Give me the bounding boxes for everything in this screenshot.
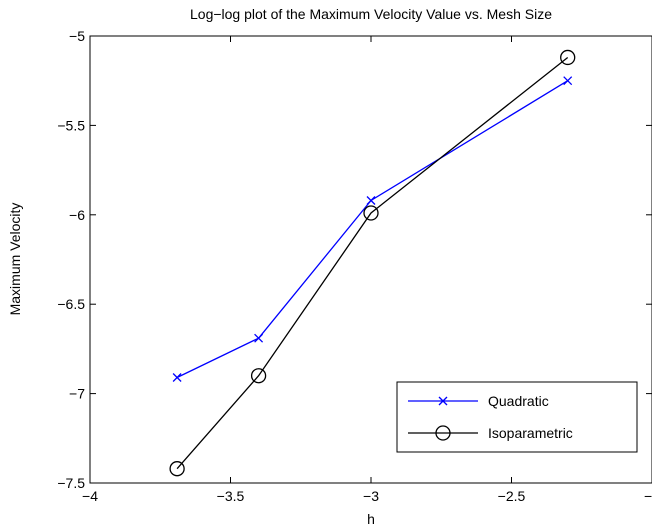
legend-circle-marker bbox=[435, 425, 451, 441]
legend-label-quadratic: Quadratic bbox=[488, 393, 549, 409]
data-point-isoparametric bbox=[250, 368, 267, 384]
series-line-isoparametric bbox=[176, 56, 569, 470]
x-tick-label: −2.5 bbox=[498, 488, 526, 504]
y-tick-label: −5.5 bbox=[57, 117, 85, 133]
data-point-isoparametric bbox=[363, 205, 379, 221]
y-tick-label: −6.5 bbox=[57, 296, 85, 312]
series-line-quadratic bbox=[176, 80, 569, 379]
y-tick-label: −5 bbox=[69, 28, 85, 44]
x-axis-label: h bbox=[367, 511, 375, 527]
y-tick-label: −7 bbox=[69, 386, 85, 402]
axis-ticks: −4 −3.5 −3 −2.5 −2 −5 −5.5 −6 −6.5 −7 −7.5 bbox=[57, 28, 652, 504]
data-point-quadratic bbox=[254, 333, 264, 343]
x-tick-label: −4 bbox=[82, 488, 98, 504]
x-tick-label: −3.5 bbox=[217, 488, 245, 504]
legend-box bbox=[396, 381, 638, 453]
series-layer bbox=[169, 49, 576, 477]
data-point-quadratic bbox=[172, 373, 182, 382]
y-tick-label: −7.5 bbox=[57, 475, 85, 491]
chart-title: Log−log plot of the Maximum Velocity Val… bbox=[190, 6, 552, 22]
data-point-quadratic bbox=[563, 76, 573, 86]
x-tick-label: −2 bbox=[644, 488, 652, 504]
y-axis-label: Maximum Velocity bbox=[7, 203, 23, 316]
x-tick-label: −3 bbox=[363, 488, 379, 504]
legend-x-marker bbox=[438, 396, 448, 406]
legend: Quadratic Isoparametric bbox=[396, 381, 638, 453]
legend-label-isoparametric: Isoparametric bbox=[488, 425, 573, 441]
data-point-isoparametric bbox=[560, 49, 576, 66]
y-tick-label: −6 bbox=[69, 207, 85, 223]
data-point-quadratic bbox=[366, 196, 376, 205]
data-point-isoparametric bbox=[169, 461, 185, 477]
